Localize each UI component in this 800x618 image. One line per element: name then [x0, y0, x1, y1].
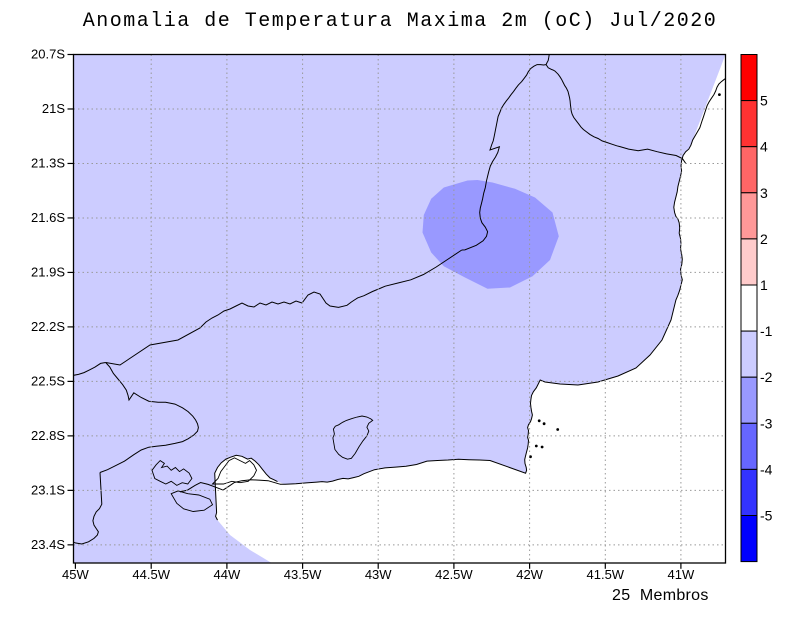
- svg-text:43W: 43W: [365, 567, 392, 582]
- svg-text:43.5W: 43.5W: [284, 567, 322, 582]
- svg-text:20.7S: 20.7S: [31, 47, 65, 62]
- svg-text:-2: -2: [760, 369, 773, 385]
- svg-text:22.8S: 22.8S: [31, 428, 65, 443]
- svg-text:22.2S: 22.2S: [31, 319, 65, 334]
- svg-text:-4: -4: [760, 461, 773, 477]
- svg-text:44.5W: 44.5W: [132, 567, 170, 582]
- svg-text:21.9S: 21.9S: [31, 264, 65, 279]
- svg-text:3: 3: [760, 185, 768, 201]
- svg-text:44W: 44W: [214, 567, 241, 582]
- svg-text:23.4S: 23.4S: [31, 537, 65, 552]
- svg-text:41.5W: 41.5W: [587, 567, 625, 582]
- svg-text:45W: 45W: [62, 567, 89, 582]
- svg-text:-3: -3: [760, 415, 773, 431]
- svg-text:-1: -1: [760, 323, 773, 339]
- svg-text:42W: 42W: [516, 567, 543, 582]
- svg-text:23.1S: 23.1S: [31, 482, 65, 497]
- svg-text:41W: 41W: [668, 567, 695, 582]
- svg-text:2: 2: [760, 231, 768, 247]
- svg-text:5: 5: [760, 93, 768, 109]
- svg-text:21S: 21S: [42, 101, 65, 116]
- svg-text:22.5S: 22.5S: [31, 373, 65, 388]
- svg-text:-5: -5: [760, 508, 773, 524]
- svg-text:42.5W: 42.5W: [435, 567, 473, 582]
- svg-text:1: 1: [760, 277, 768, 293]
- svg-text:21.3S: 21.3S: [31, 156, 65, 171]
- svg-text:4: 4: [760, 139, 768, 155]
- svg-text:21.6S: 21.6S: [31, 210, 65, 225]
